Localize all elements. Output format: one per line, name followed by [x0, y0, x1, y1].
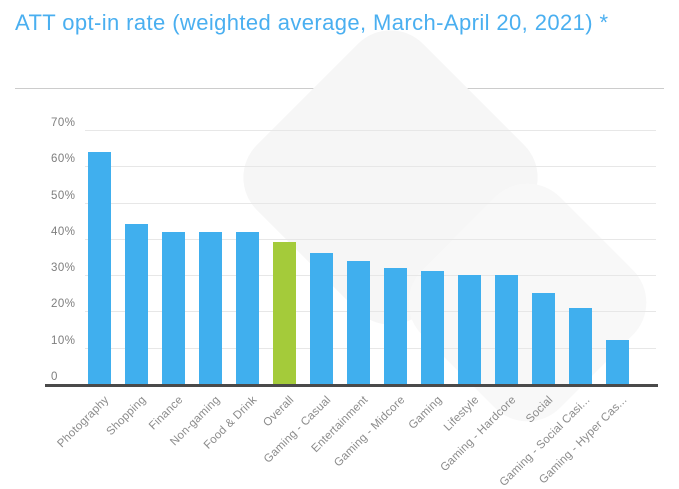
x-tick-label: Gaming - Midcore: [332, 394, 408, 470]
gridline-10%: [85, 347, 656, 349]
bar-chart: 0 10% 20% 30% 40% 50% 60% 70% Photography Shoppin…: [0, 11, 679, 489]
bar-non-gaming[interactable]: [198, 231, 222, 384]
gridline-60%: [85, 166, 656, 168]
x-axis-line: [45, 384, 658, 387]
bar-shopping[interactable]: [124, 224, 148, 384]
y-tick-label: 70%: [51, 116, 76, 129]
bar-gaming-hardcore[interactable]: [494, 275, 518, 384]
bar-gaming-midcore[interactable]: [383, 267, 407, 384]
gridline-70%: [85, 129, 656, 131]
bar-finance[interactable]: [161, 231, 185, 384]
x-tick-label: Gaming - Hardcore: [438, 394, 519, 475]
bar-entertainment[interactable]: [346, 260, 370, 384]
bar-gaming[interactable]: [420, 271, 444, 384]
bar-photography[interactable]: [87, 151, 111, 384]
y-tick-label: 0: [51, 371, 58, 383]
gridline-40%: [85, 238, 656, 240]
bar-lifestyle[interactable]: [457, 275, 481, 384]
y-tick-label: 40%: [51, 225, 76, 238]
y-tick-label: 20%: [51, 298, 76, 311]
gridline-50%: [85, 202, 656, 204]
bar-social[interactable]: [531, 293, 555, 384]
y-tick-label: 30%: [51, 262, 76, 275]
bar-gaming-hyper-cas[interactable]: [605, 340, 629, 384]
bar-food-drink[interactable]: [235, 231, 259, 384]
gridline-20%: [85, 311, 656, 313]
bar-overall[interactable]: [272, 242, 296, 384]
x-tick-label: Shopping: [104, 394, 149, 438]
y-tick-label: 10%: [51, 334, 76, 347]
chart-title: ATT opt-in rate (weighted average, March…: [15, 10, 609, 35]
bar-gaming-casual[interactable]: [309, 253, 333, 384]
y-tick-label: 60%: [51, 153, 76, 166]
bar-gaming-social-casi[interactable]: [568, 307, 592, 384]
x-tick-label: Overall: [261, 394, 297, 430]
gridline-30%: [85, 275, 656, 277]
x-tick-label: Gaming: [406, 394, 445, 432]
y-tick-label: 50%: [51, 189, 76, 202]
x-tick-label: Gaming - Casual: [261, 394, 334, 466]
x-tick-label: Photography: [55, 394, 112, 451]
